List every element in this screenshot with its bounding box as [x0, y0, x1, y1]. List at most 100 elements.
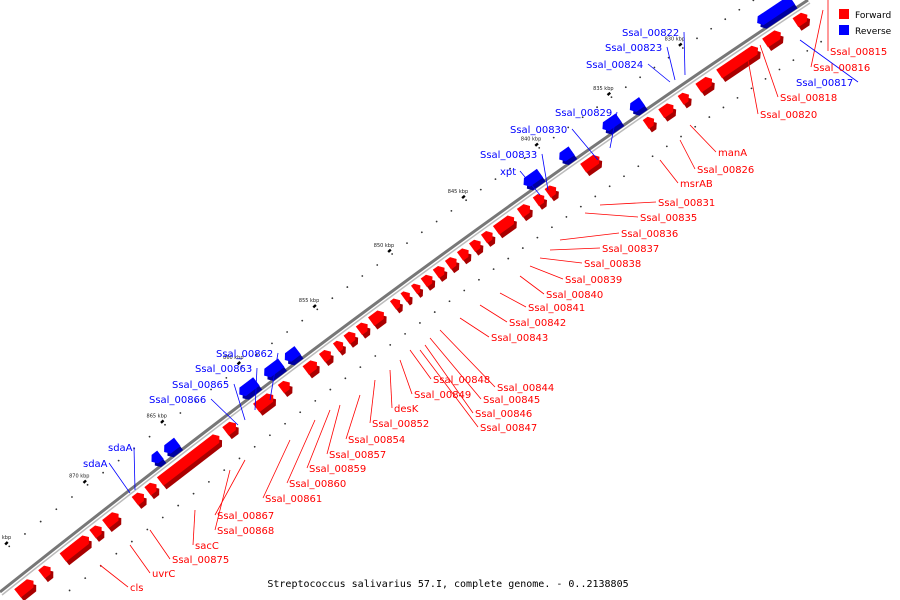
- gene-label: manA: [718, 148, 747, 159]
- minor-dot: [653, 66, 656, 69]
- forward-gene-arrow: [302, 360, 317, 375]
- gene-label: sdaA: [108, 443, 133, 454]
- minor-dot: [722, 106, 725, 109]
- label-leader: [683, 31, 686, 76]
- major-tick: [606, 91, 612, 96]
- minor-dot: [68, 589, 71, 592]
- minor-dot: [86, 483, 89, 486]
- gene-label: Ssal_00838: [584, 259, 641, 270]
- minor-dot: [84, 577, 87, 580]
- label-leader: [409, 349, 432, 380]
- minor-dot: [708, 116, 711, 118]
- label-leader: [254, 367, 258, 411]
- minor-dot: [359, 366, 362, 369]
- gene-label: Ssal_00833: [480, 150, 537, 161]
- minor-dot: [521, 247, 524, 249]
- minor-dot: [299, 411, 302, 414]
- minor-dot: [177, 504, 180, 507]
- gene-label: Ssal_00867: [217, 511, 274, 522]
- gene-label: Ssal_00865: [172, 380, 229, 391]
- reverse-gene-arrow: [559, 146, 575, 162]
- minor-dot: [331, 297, 334, 300]
- minor-dot: [820, 40, 823, 43]
- label-leader: [439, 329, 496, 388]
- minor-dot: [680, 135, 682, 138]
- minor-dot: [724, 18, 727, 21]
- tick-label: 860 kbp: [223, 355, 243, 361]
- label-leader: [541, 153, 549, 191]
- label-leader: [759, 44, 779, 98]
- minor-dot: [507, 257, 510, 260]
- minor-dot: [750, 87, 753, 90]
- forward-gene-arrow: [456, 248, 469, 261]
- minor-dot: [792, 59, 795, 62]
- gene-arrows: [14, 0, 811, 600]
- minor-dot: [567, 126, 570, 129]
- label-leader: [214, 459, 246, 516]
- forward-gene-arrow: [332, 340, 344, 353]
- label-leader-lines: [99, 0, 859, 588]
- forward-gene-arrow: [144, 482, 157, 496]
- label-leader: [233, 383, 246, 421]
- minor-dot: [448, 300, 451, 303]
- label-leader: [810, 9, 824, 68]
- label-leader: [149, 529, 171, 560]
- genome-caption: Streptococcus salivarius 57.I, complete …: [267, 579, 628, 590]
- label-leader: [599, 201, 657, 206]
- gene-label: Ssal_00848: [433, 375, 490, 386]
- label-leader: [192, 509, 196, 546]
- minor-dot: [406, 242, 408, 245]
- label-leader: [262, 439, 291, 499]
- forward-gene-arrow: [762, 30, 781, 48]
- minor-dot: [565, 216, 568, 218]
- label-leader: [429, 337, 482, 400]
- label-leader: [559, 232, 620, 241]
- gene-label: Ssal_00852: [372, 419, 429, 430]
- label-leader: [519, 275, 545, 295]
- label-leader: [369, 379, 376, 424]
- legend-reverse-label: Reverse: [855, 27, 892, 37]
- label-leader: [286, 419, 316, 484]
- gene-label: Ssal_00837: [602, 244, 659, 255]
- label-leader: [659, 159, 679, 184]
- major-tick: [461, 194, 466, 200]
- tick-label: 840 kbp: [521, 137, 541, 143]
- forward-gene-arrow: [318, 349, 331, 363]
- minor-dot: [115, 552, 118, 555]
- minor-dot: [361, 275, 364, 277]
- major-tick: [534, 142, 539, 147]
- gene-label: Ssal_00875: [172, 555, 229, 566]
- label-leader: [345, 394, 361, 440]
- major-tick: [387, 248, 392, 253]
- minor-dot: [736, 96, 739, 99]
- label-leader: [539, 257, 583, 264]
- label-leader: [519, 170, 541, 196]
- label-leader: [609, 111, 618, 149]
- gene-label: Ssal_00830: [510, 125, 567, 136]
- gene-label: Ssal_00826: [697, 165, 754, 176]
- gene-label: Ssal_00854: [348, 435, 405, 446]
- minor-dot: [778, 68, 781, 71]
- gene-label: sdaA: [83, 459, 108, 470]
- minor-dot: [255, 353, 258, 356]
- minor-dot: [623, 175, 625, 178]
- forward-gene-arrow: [355, 322, 368, 336]
- minor-dot: [694, 125, 697, 128]
- forward-gene-arrow: [131, 492, 144, 506]
- forward-gene-arrow: [580, 154, 600, 173]
- gene-label: sacC: [195, 541, 219, 552]
- gene-label: Ssal_00860: [289, 479, 346, 490]
- minor-dot: [419, 322, 421, 324]
- label-leader: [689, 124, 717, 153]
- reverse-gene-arrow: [284, 346, 301, 362]
- minor-dot: [253, 445, 256, 448]
- reverse-gene-arrow: [239, 377, 260, 397]
- minor-dot: [8, 545, 11, 548]
- gene-label: Ssal_00818: [780, 93, 837, 104]
- major-tick: [236, 361, 241, 366]
- minor-dot: [284, 422, 286, 425]
- gene-label: Ssal_00868: [217, 526, 274, 537]
- gene-label: Ssal_00823: [605, 43, 662, 54]
- gene-label: Ssal_00831: [658, 198, 715, 209]
- gene-label: Ssal_00843: [491, 333, 548, 344]
